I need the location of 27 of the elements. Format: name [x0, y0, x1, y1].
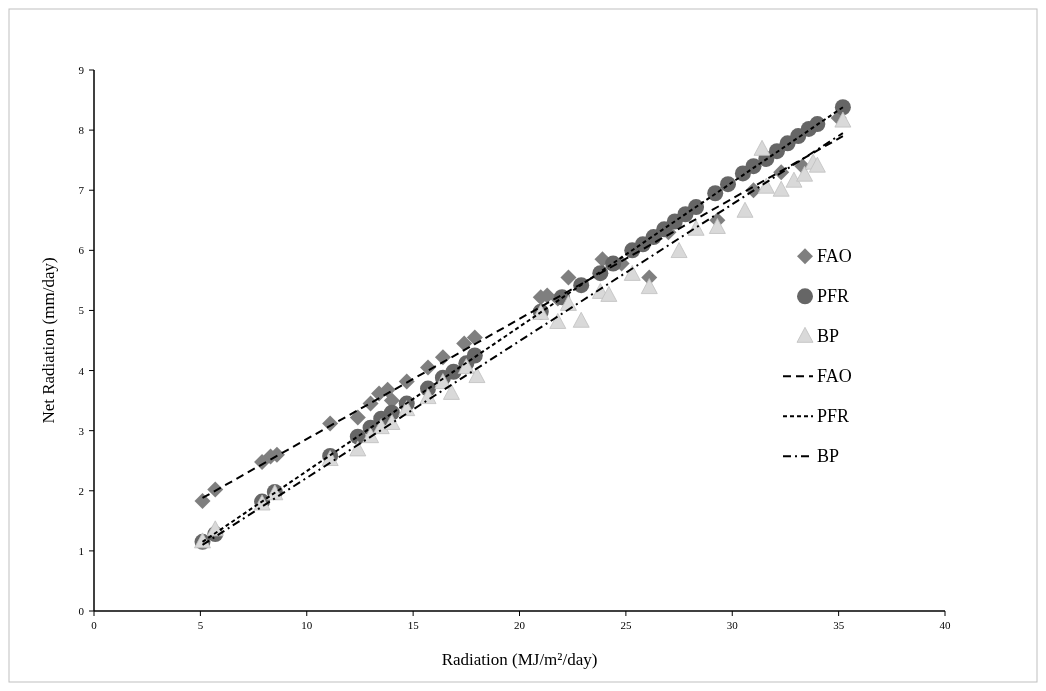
y-axis-title: Net Radiation (mm/day) [39, 257, 58, 424]
y-tick-label: 5 [78, 304, 85, 317]
y-tick-label: 9 [78, 64, 85, 76]
x-tick-label: 35 [833, 619, 845, 631]
legend-label: BP [817, 326, 840, 347]
y-tick-label: 2 [78, 484, 84, 497]
x-axis-title: Radiation (MJ/m²/day) [441, 650, 598, 669]
x-tick-label: 15 [407, 619, 420, 631]
x-tick-label: 0 [91, 619, 98, 631]
x-tick-label: 10 [301, 619, 313, 631]
y-tick-label: 8 [78, 124, 85, 137]
y-tick-label: 6 [78, 244, 85, 257]
y-tick-label: 3 [78, 424, 85, 437]
x-tick-label: 25 [620, 619, 632, 631]
legend-label: FAO [817, 366, 852, 387]
y-tick-label: 1 [78, 544, 84, 557]
legend-label: FAO [817, 246, 852, 267]
x-tick-label: 5 [197, 619, 204, 631]
legend-label: PFR [817, 286, 850, 307]
y-tick-label: 4 [78, 364, 85, 377]
x-tick-label: 20 [514, 619, 526, 631]
y-tick-label: 7 [78, 184, 85, 197]
y-tick-label: 0 [78, 605, 85, 617]
x-tick-label: 40 [939, 619, 951, 631]
legend-label: PFR [817, 406, 850, 427]
x-tick-label: 30 [726, 619, 739, 631]
legend-label: BP [817, 446, 840, 467]
